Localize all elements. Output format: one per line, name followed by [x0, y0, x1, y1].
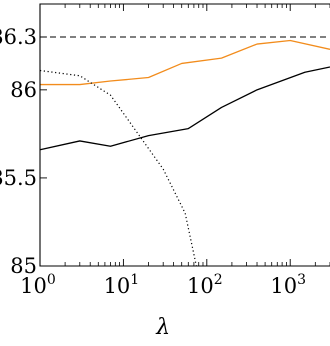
series-line-3 [39, 69, 197, 267]
plot-area: 100 101 102 103 85 85.5 86 86.3 λ [0, 3, 330, 340]
x-tick-label: 100 [20, 272, 56, 298]
y-tick-label: 86.3 [0, 25, 37, 49]
x-tick-label: 102 [187, 272, 223, 298]
series-line-2 [39, 66, 330, 151]
y-tick-label: 85 [10, 254, 37, 278]
y-tick-label: 86 [10, 78, 37, 102]
y-tick-label: 85.5 [0, 166, 37, 190]
x-tick-label: 101 [104, 272, 140, 298]
x-axis-label: λ [155, 315, 170, 340]
x-tick-label: 103 [270, 272, 306, 298]
axes-frame [39, 3, 330, 267]
series-line-1 [40, 39, 330, 86]
